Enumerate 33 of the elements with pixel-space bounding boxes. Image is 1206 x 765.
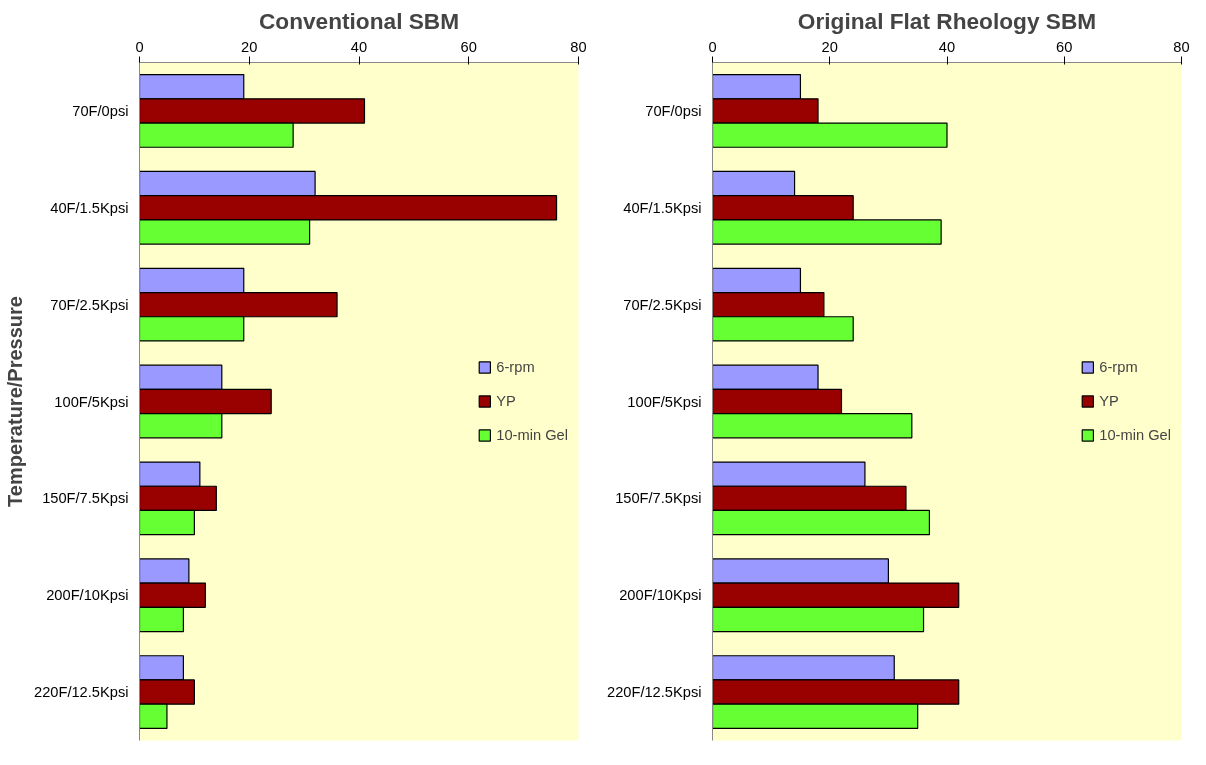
x-tick-label: 20 xyxy=(241,38,258,55)
y-tick-label: 70F/0psi xyxy=(72,102,129,119)
legend-label: YP xyxy=(496,393,517,409)
y-tick-label: 70F/0psi xyxy=(645,102,702,119)
y-tick-label: 220F/12.5Kpsi xyxy=(606,684,702,701)
y-tick-label: 70F/2.5Kpsi xyxy=(623,296,702,313)
x-tick-label: 80 xyxy=(1173,38,1190,55)
legend-label: YP xyxy=(1099,393,1120,409)
y-tick-label: 150F/7.5Kpsi xyxy=(615,490,702,507)
x-tick-label: 60 xyxy=(460,38,477,55)
x-tick-label: 80 xyxy=(570,38,587,55)
x-tick-label: 0 xyxy=(135,38,144,55)
chart-title: Original Flat Rheology SBM xyxy=(797,7,1097,34)
y-tick-label: 40F/1.5Kpsi xyxy=(623,199,702,216)
y-tick-label: 100F/5Kpsi xyxy=(627,393,702,410)
legend-label: 10-min Gel xyxy=(496,427,568,443)
y-tick-label: 200F/10Kpsi xyxy=(46,587,129,604)
y-tick-label: 40F/1.5Kpsi xyxy=(50,199,129,216)
x-tick-label: 0 xyxy=(708,38,717,55)
y-axis-title: Temperature/Pressure xyxy=(3,296,26,507)
y-tick-label: 150F/7.5Kpsi xyxy=(42,490,129,507)
chart-title: Conventional SBM xyxy=(258,7,460,34)
y-tick-label: 200F/10Kpsi xyxy=(619,587,702,604)
legend-label: 6-rpm xyxy=(1099,359,1138,375)
legend-label: 6-rpm xyxy=(496,359,535,375)
x-tick-label: 40 xyxy=(938,38,956,55)
x-tick-label: 60 xyxy=(1056,38,1073,55)
y-tick-label: 100F/5Kpsi xyxy=(54,393,129,410)
y-tick-label: 220F/12.5Kpsi xyxy=(33,684,129,701)
legend-label: 10-min Gel xyxy=(1099,427,1171,443)
x-tick-label: 20 xyxy=(821,38,838,55)
x-tick-label: 40 xyxy=(350,38,368,55)
y-tick-label: 70F/2.5Kpsi xyxy=(50,296,129,313)
